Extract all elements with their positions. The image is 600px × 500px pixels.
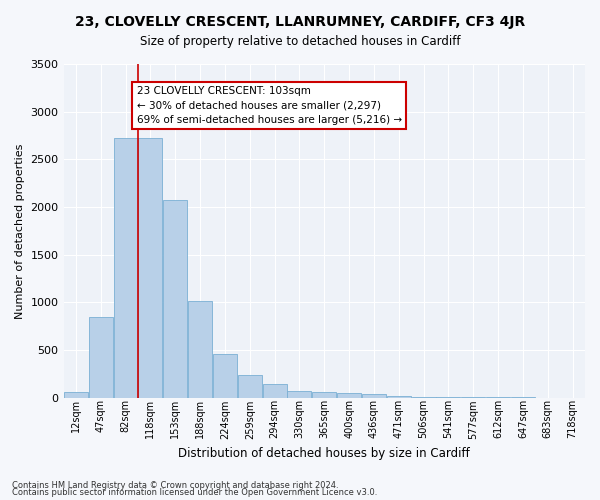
- Bar: [64, 392, 88, 398]
- Bar: [436, 397, 460, 398]
- Text: Contains public sector information licensed under the Open Government Licence v3: Contains public sector information licen…: [12, 488, 377, 497]
- Bar: [263, 384, 287, 398]
- Bar: [213, 354, 237, 398]
- Bar: [287, 390, 311, 398]
- Text: 23 CLOVELLY CRESCENT: 103sqm
← 30% of detached houses are smaller (2,297)
69% of: 23 CLOVELLY CRESCENT: 103sqm ← 30% of de…: [137, 86, 401, 126]
- Bar: [238, 376, 262, 398]
- Text: Size of property relative to detached houses in Cardiff: Size of property relative to detached ho…: [140, 35, 460, 48]
- Bar: [387, 396, 411, 398]
- Y-axis label: Number of detached properties: Number of detached properties: [15, 143, 25, 318]
- Bar: [163, 200, 187, 398]
- Bar: [337, 393, 361, 398]
- Bar: [312, 392, 337, 398]
- Bar: [113, 138, 137, 398]
- Bar: [89, 316, 113, 398]
- Bar: [362, 394, 386, 398]
- X-axis label: Distribution of detached houses by size in Cardiff: Distribution of detached houses by size …: [178, 447, 470, 460]
- Text: 23, CLOVELLY CRESCENT, LLANRUMNEY, CARDIFF, CF3 4JR: 23, CLOVELLY CRESCENT, LLANRUMNEY, CARDI…: [75, 15, 525, 29]
- Bar: [139, 138, 163, 398]
- Bar: [412, 396, 436, 398]
- Text: Contains HM Land Registry data © Crown copyright and database right 2024.: Contains HM Land Registry data © Crown c…: [12, 480, 338, 490]
- Bar: [188, 302, 212, 398]
